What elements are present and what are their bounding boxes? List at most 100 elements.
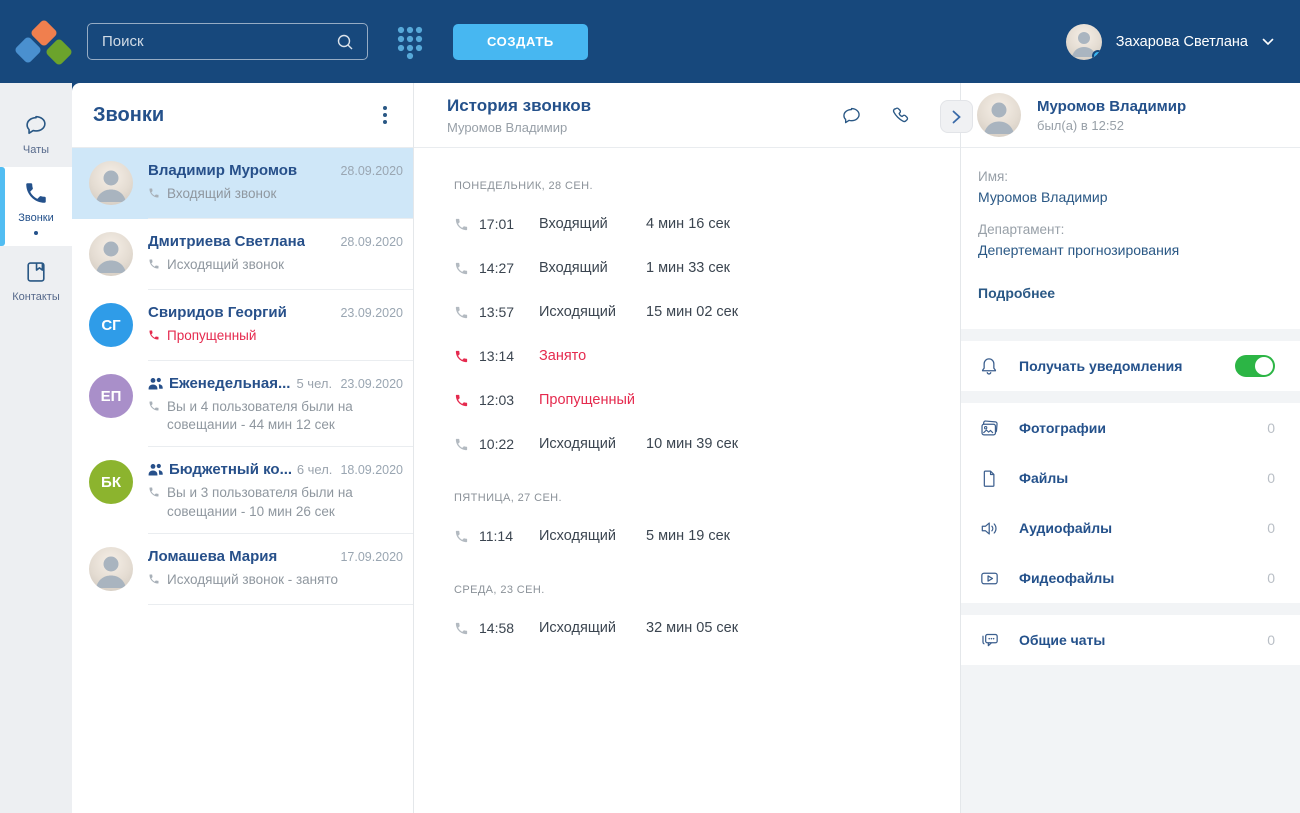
call-history-row[interactable]: 13:14 Занято	[454, 334, 940, 378]
avatar	[89, 546, 133, 591]
call-time: 14:58	[479, 620, 515, 636]
last-seen: был(а) в 12:52	[1037, 117, 1124, 133]
shared-chats-section: Общие чаты 0	[961, 615, 1300, 665]
profile-header: Муромов Владимир был(а) в 12:52	[961, 83, 1300, 148]
search-icon	[335, 32, 355, 52]
call-history-row[interactable]: 10:22 Исходящий 10 мин 39 сек	[454, 422, 940, 466]
history-date-group: ПЯТНИЦА, 27 СЕН. 11:14 Исходящий 5 мин 1…	[454, 492, 940, 558]
call-item-body: Свиридов Георгий 23.09.2020 Пропущенный	[148, 303, 403, 348]
media-count: 0	[1267, 570, 1275, 586]
call-list-item[interactable]: Владимир Муромов 28.09.2020 Входящий зво…	[72, 148, 413, 219]
call-history-row[interactable]: 12:03 Пропущенный	[454, 378, 940, 422]
call-history-row[interactable]: 17:01 Входящий 4 мин 16 сек	[454, 202, 940, 246]
call-item-body: Бюджетный ко... 6 чел. 18.09.2020 Вы и 3…	[148, 460, 403, 520]
call-direction: Исходящий	[539, 620, 616, 636]
call-status: Исходящий звонок - занято	[148, 571, 403, 589]
history-body: ПОНЕДЕЛЬНИК, 28 СЕН. 17:01 Входящий 4 ми…	[414, 148, 960, 813]
history-date-group: СРЕДА, 23 СЕН. 14:58 Исходящий 32 мин 05…	[454, 584, 940, 650]
contact-name: Владимир Муромов	[148, 162, 298, 179]
video-icon	[977, 567, 1001, 590]
avatar	[89, 161, 133, 205]
start-call-icon[interactable]	[889, 104, 912, 127]
video-files-row[interactable]: Фидеофайлы 0	[961, 553, 1300, 603]
files-row[interactable]: Файлы 0	[961, 453, 1300, 503]
contact-name: Еженедельная...	[169, 375, 291, 392]
sidebar-item-contacts[interactable]: Контакты	[0, 246, 72, 314]
contacts-book-icon	[0, 259, 72, 285]
call-list-item[interactable]: Ломашева Мария 17.09.2020 Исходящий звон…	[72, 534, 413, 605]
member-count: 5 чел.	[296, 376, 333, 391]
avatar: БК	[89, 460, 133, 505]
contact-name: Бюджетный ко...	[169, 461, 291, 479]
profile-field: Имя: Муромов Владимир	[978, 169, 1283, 205]
avatar	[89, 232, 133, 276]
phone-status-icon	[149, 188, 159, 198]
history-title: История звонков	[447, 95, 592, 115]
photos-row[interactable]: Фотографии 0	[961, 403, 1300, 453]
call-status-text: Вы и 4 пользователя были на совещании - …	[167, 399, 353, 433]
kebab-menu-icon[interactable]	[377, 102, 393, 128]
call-time: 13:57	[479, 304, 515, 320]
chevron-down-icon	[1262, 38, 1274, 46]
call-direction: Исходящий	[539, 304, 616, 320]
call-item-body: Еженедельная... 5 чел. 23.09.2020 Вы и 4…	[148, 374, 403, 434]
sidebar-item-calls[interactable]: Звонки	[0, 167, 72, 246]
shared-chats-label: Общие чаты	[1019, 632, 1106, 648]
audio-files-row[interactable]: Аудиофайлы 0	[961, 503, 1300, 553]
search-input[interactable]	[102, 33, 335, 50]
details-link[interactable]: Подробнее	[978, 285, 1056, 301]
call-status-text: Исходящий звонок - занято	[167, 571, 338, 587]
media-label: Фотографии	[1019, 420, 1107, 436]
app-logo[interactable]	[13, 14, 74, 70]
contact-name: Свиридов Георгий	[148, 304, 287, 321]
shared-chats-count: 0	[1267, 632, 1275, 648]
call-list-item[interactable]: ЕП Еженедельная... 5 чел. 23.09.2020	[72, 361, 413, 448]
field-label: Департамент:	[978, 222, 1065, 237]
create-button[interactable]: СОЗДАТЬ	[453, 23, 588, 60]
chat-bubble-icon	[0, 112, 72, 138]
date-group-label: СРЕДА, 23 СЕН.	[454, 584, 545, 596]
notifications-toggle[interactable]	[1235, 355, 1275, 377]
media-label: Фидеофайлы	[1019, 570, 1115, 586]
sidebar-item-label: Чаты	[22, 144, 50, 156]
call-list-item[interactable]: СГ Свиридов Георгий 23.09.2020	[72, 290, 413, 361]
open-chat-icon[interactable]	[840, 104, 863, 127]
call-history-row[interactable]: 14:58 Исходящий 32 мин 05 сек	[454, 606, 940, 650]
media-count: 0	[1267, 420, 1275, 436]
call-history-row[interactable]: 14:27 Входящий 1 мин 33 сек	[454, 246, 940, 290]
call-list-item[interactable]: Дмитриева Светлана 28.09.2020 Исходящий …	[72, 219, 413, 290]
call-date: 17.09.2020	[340, 549, 403, 564]
history-subtitle: Муромов Владимир	[447, 119, 568, 135]
call-type-icon	[455, 262, 468, 274]
call-list-item[interactable]: БК Бюджетный ко... 6 чел. 18.09.2020	[72, 447, 413, 535]
call-history-row[interactable]: 13:57 Исходящий 15 мин 02 сек	[454, 290, 940, 334]
history-date-group: ПОНЕДЕЛЬНИК, 28 СЕН. 17:01 Входящий 4 ми…	[454, 180, 940, 466]
call-duration: 15 мин 02 сек	[646, 304, 739, 320]
search-box[interactable]	[87, 23, 368, 60]
phone-status-icon	[149, 330, 159, 340]
call-direction: Занято	[539, 348, 587, 364]
user-menu[interactable]: Захарова Светлана	[1065, 23, 1274, 60]
calls-panel: Звонки	[72, 83, 413, 813]
media-count: 0	[1267, 520, 1275, 536]
field-value: Депертемант прогнозирования	[978, 242, 1180, 258]
call-status-text: Исходящий звонок	[167, 257, 284, 272]
call-date: 23.09.2020	[340, 377, 403, 391]
shared-chats-row[interactable]: Общие чаты 0	[961, 615, 1300, 665]
call-type-icon	[455, 622, 468, 634]
contact-name: Дмитриева Светлана	[148, 233, 306, 250]
history-header: История звонков Муромов Владимир	[414, 83, 973, 148]
field-label: Имя:	[978, 169, 1009, 184]
call-history-row[interactable]: 11:14 Исходящий 5 мин 19 сек	[454, 514, 940, 558]
collapse-panel-button[interactable]	[940, 100, 973, 133]
dialpad-icon[interactable]	[396, 24, 424, 60]
media-label: Аудиофайлы	[1019, 520, 1113, 536]
sidebar-item-chats[interactable]: Чаты	[0, 99, 72, 167]
call-duration: 1 мин 33 сек	[646, 260, 731, 276]
call-date: 23.09.2020	[340, 306, 403, 320]
call-time: 11:14	[479, 528, 513, 544]
field-value: Муромов Владимир	[978, 189, 1108, 205]
call-type-icon	[455, 394, 468, 406]
shared-chats-icon	[977, 629, 1001, 652]
